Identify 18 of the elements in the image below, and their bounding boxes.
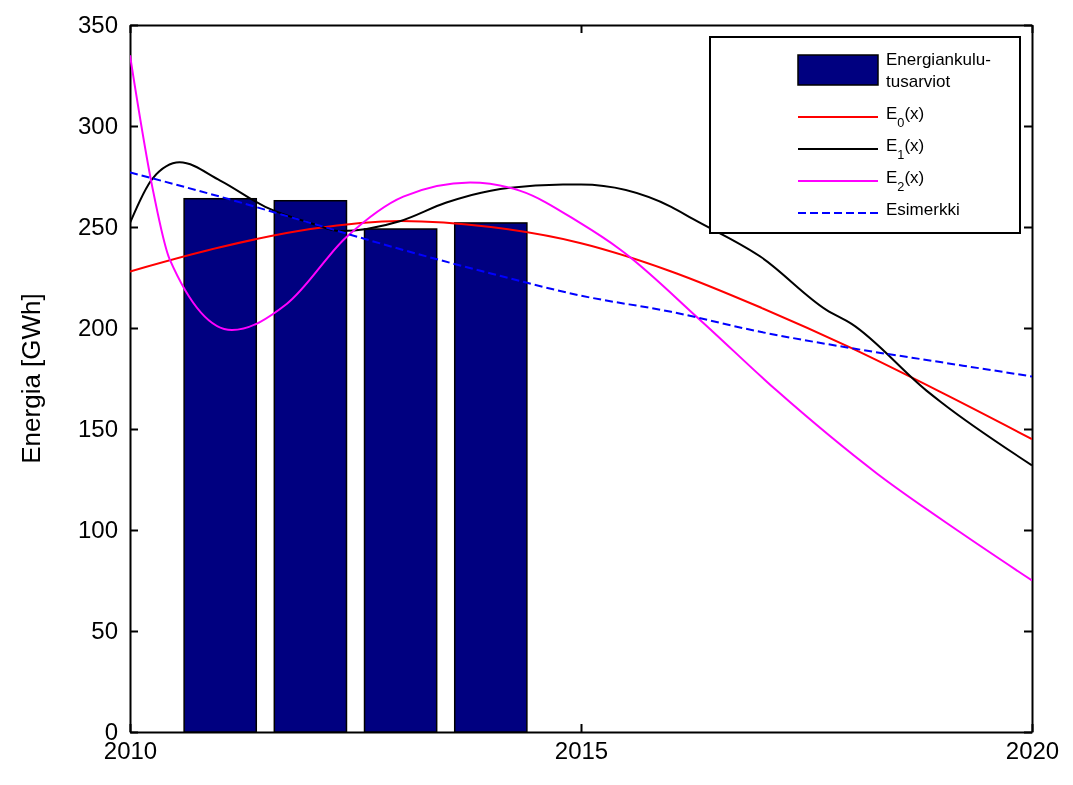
y-tick-label: 150 [77,415,118,443]
y-tick-label: 250 [77,213,118,241]
y-tick-label: 50 [91,617,118,645]
line-series [130,171,1032,378]
legend-label: Esimerkki [886,200,960,219]
x-tick-label: 2020 [1005,737,1060,765]
y-tick-label: 300 [77,112,118,140]
line-series [130,54,1032,582]
legend-label: Energiankulu- tusarviot [886,50,991,91]
legend-label: E$_{1}$(x) [886,136,925,162]
y-tick-label: 350 [77,11,118,39]
y-tick-label: 200 [77,314,118,342]
legend-label: E$_{2}$(x) [886,168,925,194]
y-tick-label: 100 [77,516,118,544]
legend-label: E$_{0}$(x) [886,104,925,130]
y-axis-title: Energia [GWh] [16,293,46,464]
x-tick-label: 2015 [554,737,609,765]
line-series [130,219,1032,441]
